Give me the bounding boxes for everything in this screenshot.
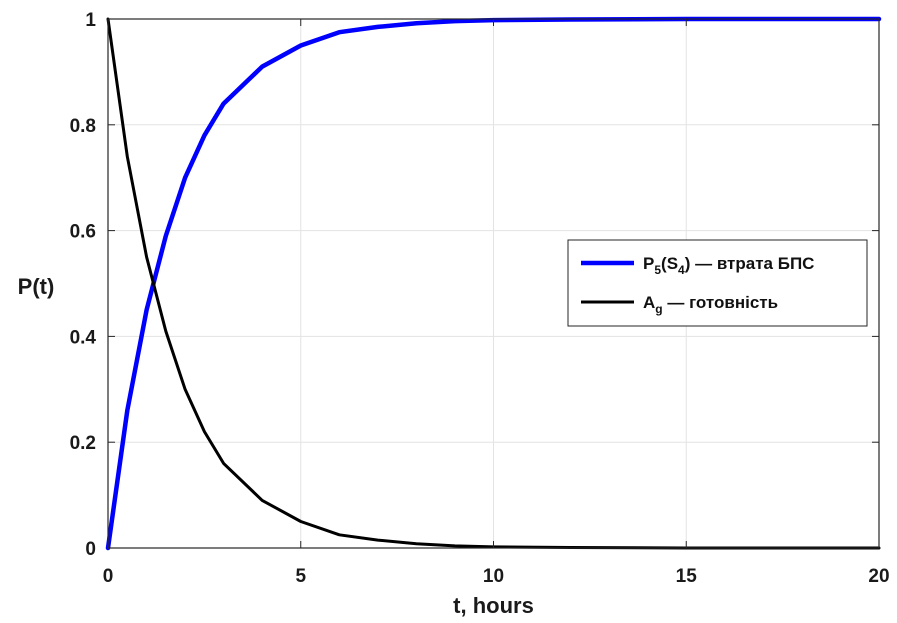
- legend-label-ag: Ag — готовність: [643, 293, 778, 316]
- legend-box: [567, 239, 868, 327]
- y-axis-title: P(t): [18, 274, 55, 299]
- y-tick-label: 0.6: [70, 222, 96, 243]
- y-tick-label: 1: [85, 10, 96, 31]
- series-line-p5: [105, 16, 882, 551]
- y-tick-label: 0.4: [70, 327, 97, 348]
- x-tick-label: 20: [868, 566, 889, 587]
- legend: P5(S4) — втрата БПС Ag — готовність: [567, 239, 868, 327]
- x-tick-label: 10: [483, 566, 504, 587]
- y-tick-label: 0.8: [70, 116, 96, 137]
- x-tick-label: 15: [676, 566, 698, 587]
- series-line-ag: [106, 17, 881, 550]
- legend-label-p5: P5(S4) — втрата БПС: [643, 254, 814, 277]
- x-tick-label: 5: [295, 566, 306, 587]
- ticks: 0 5 10 15 20 0 0.2 0.4 0.6 0.8 1: [70, 10, 890, 587]
- y-tick-label: 0.2: [70, 433, 96, 454]
- series-layer: [105, 16, 882, 551]
- y-tick-label: 0: [85, 539, 96, 560]
- x-tick-label: 0: [103, 566, 114, 587]
- x-axis-title: t, hours: [453, 593, 534, 618]
